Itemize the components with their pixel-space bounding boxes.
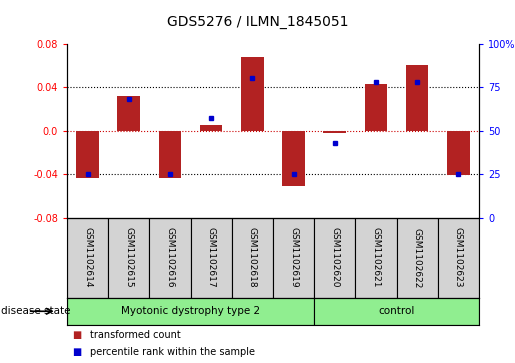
Bar (365, 84, 387, 131)
Bar (447, 131, 470, 175)
Text: GDS5276 / ILMN_1845051: GDS5276 / ILMN_1845051 (167, 15, 348, 29)
Bar (314, 298, 479, 325)
Text: GSM1102619: GSM1102619 (289, 227, 298, 288)
Text: transformed count: transformed count (90, 330, 181, 340)
Text: GSM1102623: GSM1102623 (454, 228, 463, 288)
Text: GSM1102618: GSM1102618 (248, 227, 257, 288)
Bar (232, 218, 273, 298)
Bar (159, 131, 181, 178)
Bar (314, 218, 355, 298)
Bar (282, 131, 305, 186)
Text: disease state: disease state (1, 306, 71, 316)
Text: Myotonic dystrophy type 2: Myotonic dystrophy type 2 (121, 306, 260, 316)
Bar (108, 218, 149, 298)
Bar (117, 96, 140, 131)
Text: percentile rank within the sample: percentile rank within the sample (90, 347, 255, 357)
Bar (355, 218, 397, 298)
Text: GSM1102622: GSM1102622 (413, 228, 422, 288)
Bar (67, 218, 108, 298)
Text: GSM1102621: GSM1102621 (371, 228, 381, 288)
Bar (200, 125, 222, 131)
Bar (397, 218, 438, 298)
Bar (191, 218, 232, 298)
Text: ■: ■ (72, 347, 81, 357)
Text: ■: ■ (72, 330, 81, 340)
Text: control: control (379, 306, 415, 316)
Bar (438, 218, 479, 298)
Text: GSM1102620: GSM1102620 (330, 228, 339, 288)
Bar (241, 57, 264, 131)
Text: GSM1102614: GSM1102614 (83, 228, 92, 288)
Bar (323, 131, 346, 133)
Text: GSM1102615: GSM1102615 (124, 227, 133, 288)
Bar (76, 131, 99, 178)
Bar (273, 218, 314, 298)
Bar (406, 65, 428, 131)
Text: GSM1102617: GSM1102617 (207, 227, 216, 288)
Bar (149, 218, 191, 298)
Bar (67, 298, 314, 325)
Text: GSM1102616: GSM1102616 (165, 227, 175, 288)
